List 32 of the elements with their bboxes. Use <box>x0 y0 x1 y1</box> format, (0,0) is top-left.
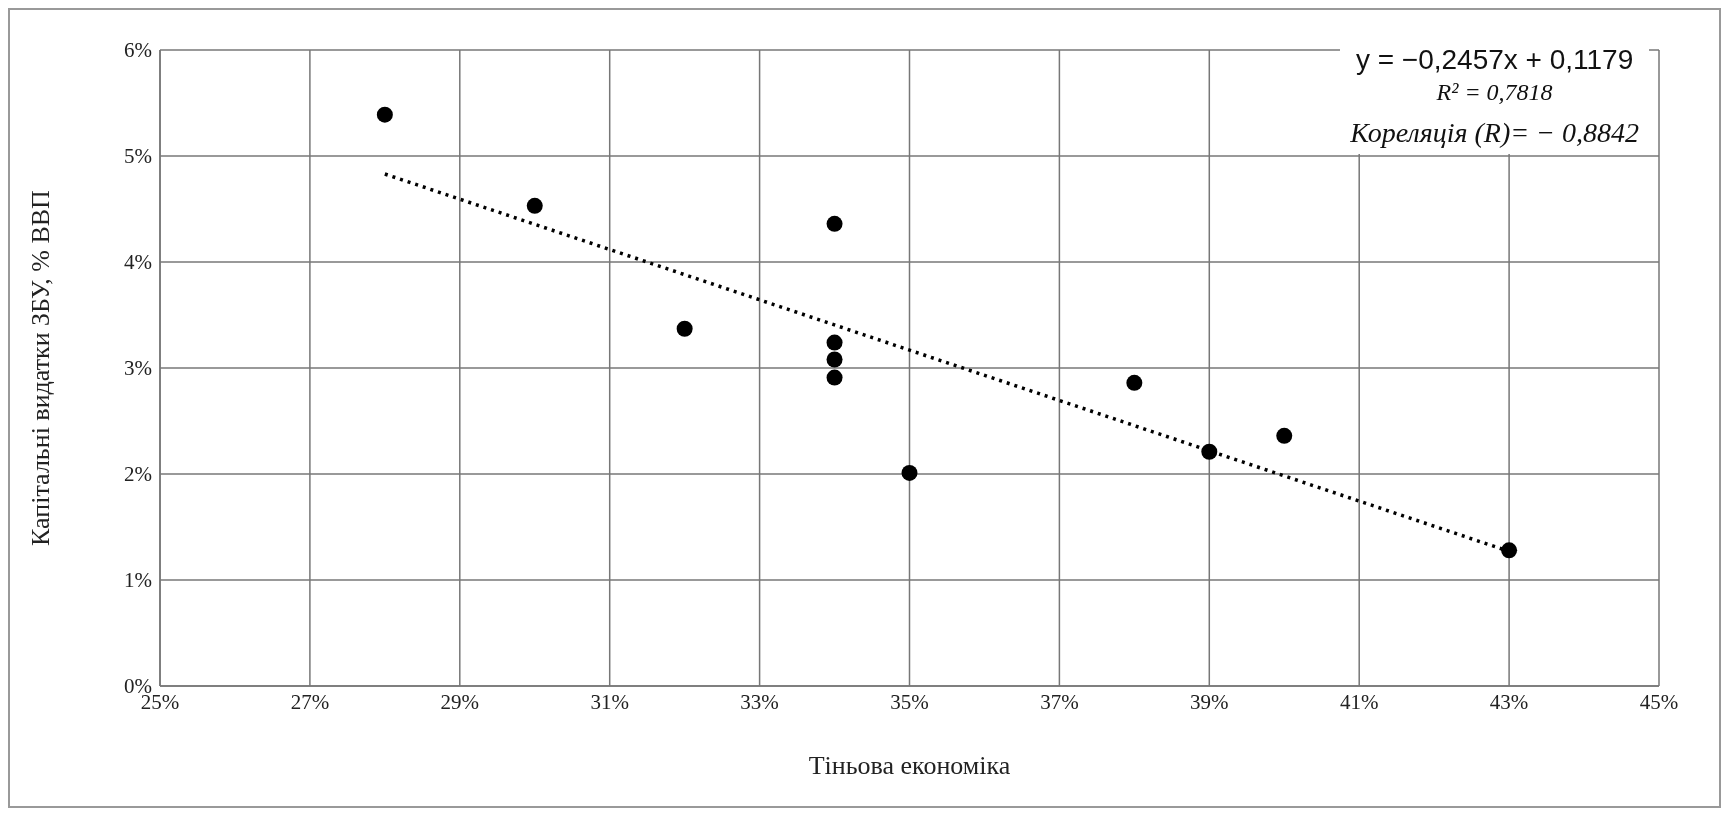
point <box>1501 542 1518 559</box>
x-tick-label: 41% <box>1339 689 1379 714</box>
point <box>826 334 843 351</box>
y-tick-label: 6% <box>124 38 152 63</box>
y-tick-label: 4% <box>124 250 152 275</box>
x-tick-label: 45% <box>1639 689 1679 714</box>
y-tick-label: 5% <box>124 144 152 169</box>
point <box>526 197 543 214</box>
y-tick-label: 3% <box>124 356 152 381</box>
point <box>901 464 918 481</box>
annotation: R² = 0,7818 <box>1435 78 1554 107</box>
point <box>826 351 843 368</box>
y-tick-label: 1% <box>124 568 152 593</box>
x-tick-label: 39% <box>1190 689 1229 714</box>
point <box>376 106 393 123</box>
x-tick-label: 37% <box>1040 689 1079 714</box>
annotation: Кореляція (R)= − 0,8842 <box>1350 116 1639 150</box>
point <box>676 320 693 337</box>
x-tick-label: 43% <box>1489 689 1529 714</box>
point <box>1276 427 1293 444</box>
x-axis-title: Тіньова економіка <box>808 751 1011 780</box>
x-tick-label: 35% <box>890 689 929 714</box>
point <box>826 215 843 232</box>
point <box>826 369 843 386</box>
x-tick-label: 27% <box>290 689 330 714</box>
point <box>1126 374 1143 391</box>
annotation: y = −0,2457x + 0,1179 <box>1354 43 1635 77</box>
x-tick-label: 29% <box>440 689 480 714</box>
y-axis-title: Капітальні видатки ЗБУ, % ВВП <box>26 189 56 546</box>
x-tick-label: 31% <box>590 689 629 714</box>
x-tick-label: 33% <box>740 689 779 714</box>
y-tick-label: 2% <box>124 462 152 487</box>
